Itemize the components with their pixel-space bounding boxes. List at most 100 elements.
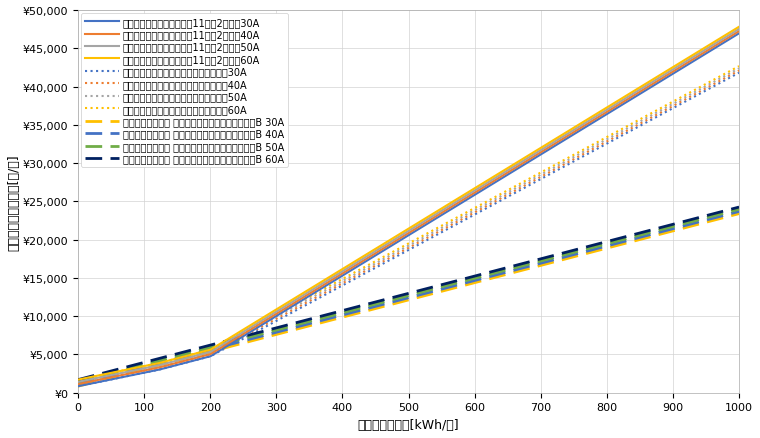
新日本エネルギー 新ネクストバリュープラン電灯B 40A: [503, 269, 512, 275]
Line: エネとくシーズンプラン（11月～2月）　50A: エネとくシーズンプラン（11月～2月） 50A: [78, 30, 739, 382]
エネとくシーズンプラン（左記以外）　40A: [470, 210, 479, 215]
エネとくシーズンプラン（左記以外）　60A: [74, 377, 83, 382]
Line: エネとくシーズンプラン（11月～2月）　30A: エネとくシーズンプラン（11月～2月） 30A: [78, 34, 739, 386]
エネとくシーズンプラン（左記以外）　40A: [503, 192, 512, 198]
エネとくシーズンプラン（左記以外）　60A: [617, 127, 626, 133]
Legend: エネとくシーズンプラン（11月～2月）　30A, エネとくシーズンプラン（11月～2月）　40A, エネとくシーズンプラン（11月～2月）　50A, エネとくシ: エネとくシーズンプラン（11月～2月） 30A, エネとくシーズンプラン（11月…: [81, 14, 288, 168]
エネとくシーズンプラン（11月～2月）　60A: [734, 25, 743, 30]
新日本エネルギー 新ネクストバリュープラン電灯B 50A: [503, 267, 512, 272]
新日本エネルギー 新ネクストバリュープラン電灯B 40A: [734, 209, 743, 215]
新日本エネルギー 新ネクストバリュープラン電灯B 40A: [194, 350, 203, 356]
エネとくシーズンプラン（11月～2月）　30A: [734, 32, 743, 37]
エネとくシーズンプラン（11月～2月）　30A: [617, 103, 626, 109]
エネとくシーズンプラン（左記以外）　30A: [74, 384, 83, 389]
エネとくシーズンプラン（11月～2月）　40A: [326, 279, 335, 284]
エネとくシーズンプラン（左記以外）　40A: [194, 355, 203, 360]
エネとくシーズンプラン（左記以外）　30A: [194, 357, 203, 362]
Line: エネとくシーズンプラン（左記以外）　60A: エネとくシーズンプラン（左記以外） 60A: [78, 67, 739, 380]
エネとくシーズンプラン（左記以外）　50A: [567, 156, 576, 162]
Line: エネとくシーズンプラン（11月～2月）　40A: エネとくシーズンプラン（11月～2月） 40A: [78, 32, 739, 384]
新日本エネルギー 新ネクストバリュープラン電灯B 40A: [567, 253, 576, 258]
Line: エネとくシーズンプラン（11月～2月）　60A: エネとくシーズンプラン（11月～2月） 60A: [78, 28, 739, 380]
エネとくシーズンプラン（左記以外）　50A: [470, 208, 479, 213]
エネとくシーズンプラン（11月～2月）　40A: [194, 355, 203, 360]
エネとくシーズンプラン（11月～2月）　60A: [470, 186, 479, 191]
新日本エネルギー 新ネクストバリュープラン電灯B 60A: [617, 236, 626, 241]
新日本エネルギー 新ネクストバリュープラン電灯B 30A: [734, 212, 743, 217]
新日本エネルギー 新ネクストバリュープラン電灯B 60A: [503, 265, 512, 270]
エネとくシーズンプラン（左記以外）　50A: [326, 285, 335, 290]
Line: 新日本エネルギー 新ネクストバリュープラン電灯B 60A: 新日本エネルギー 新ネクストバリュープラン電灯B 60A: [78, 208, 739, 380]
エネとくシーズンプラン（左記以外）　60A: [194, 350, 203, 356]
エネとくシーズンプラン（左記以外）　60A: [326, 283, 335, 288]
新日本エネルギー 新ネクストバリュープラン電灯B 40A: [74, 381, 83, 387]
エネとくシーズンプラン（左記以外）　30A: [734, 71, 743, 76]
エネとくシーズンプラン（11月～2月）　60A: [503, 166, 512, 171]
エネとくシーズンプラン（11月～2月）　40A: [567, 132, 576, 137]
エネとくシーズンプラン（左記以外）　40A: [617, 132, 626, 137]
Line: 新日本エネルギー 新ネクストバリュープラン電灯B 50A: 新日本エネルギー 新ネクストバリュープラン電灯B 50A: [78, 210, 739, 382]
エネとくシーズンプラン（11月～2月）　30A: [470, 193, 479, 198]
エネとくシーズンプラン（左記以外）　60A: [567, 154, 576, 159]
エネとくシーズンプラン（11月～2月）　50A: [734, 27, 743, 32]
エネとくシーズンプラン（左記以外）　50A: [617, 130, 626, 135]
エネとくシーズンプラン（左記以外）　30A: [617, 134, 626, 139]
エネとくシーズンプラン（左記以外）　40A: [326, 287, 335, 293]
エネとくシーズンプラン（11月～2月）　60A: [567, 127, 576, 133]
エネとくシーズンプラン（左記以外）　30A: [567, 161, 576, 166]
エネとくシーズンプラン（11月～2月）　50A: [470, 188, 479, 194]
新日本エネルギー 新ネクストバリュープラン電灯B 60A: [194, 346, 203, 351]
エネとくシーズンプラン（左記以外）　40A: [567, 159, 576, 164]
新日本エネルギー 新ネクストバリュープラン電灯B 50A: [74, 379, 83, 385]
Line: 新日本エネルギー 新ネクストバリュープラン電灯B 40A: 新日本エネルギー 新ネクストバリュープラン電灯B 40A: [78, 212, 739, 384]
新日本エネルギー 新ネクストバリュープラン電灯B 50A: [734, 207, 743, 212]
新日本エネルギー 新ネクストバリュープラン電灯B 30A: [74, 384, 83, 389]
新日本エネルギー 新ネクストバリュープラン電灯B 40A: [326, 316, 335, 321]
新日本エネルギー 新ネクストバリュープラン電灯B 40A: [470, 278, 479, 283]
新日本エネルギー 新ネクストバリュープラン電灯B 60A: [74, 377, 83, 382]
X-axis label: 月間電力使用量[kWh/月]: 月間電力使用量[kWh/月]: [358, 418, 459, 431]
新日本エネルギー 新ネクストバリュープラン電灯B 30A: [194, 353, 203, 358]
エネとくシーズンプラン（11月～2月）　60A: [194, 350, 203, 356]
新日本エネルギー 新ネクストバリュープラン電灯B 50A: [567, 251, 576, 256]
新日本エネルギー 新ネクストバリュープラン電灯B 30A: [326, 318, 335, 323]
エネとくシーズンプラン（左記以外）　50A: [74, 379, 83, 385]
新日本エネルギー 新ネクストバリュープラン電灯B 50A: [617, 238, 626, 243]
新日本エネルギー 新ネクストバリュープラン電灯B 30A: [567, 255, 576, 261]
エネとくシーズンプラン（11月～2月）　50A: [326, 276, 335, 282]
エネとくシーズンプラン（左記以外）　50A: [734, 67, 743, 72]
エネとくシーズンプラン（11月～2月）　50A: [194, 353, 203, 358]
エネとくシーズンプラン（11月～2月）　30A: [326, 281, 335, 286]
Line: エネとくシーズンプラン（左記以外）　50A: エネとくシーズンプラン（左記以外） 50A: [78, 69, 739, 382]
新日本エネルギー 新ネクストバリュープラン電灯B 40A: [617, 240, 626, 245]
エネとくシーズンプラン（11月～2月）　50A: [617, 99, 626, 104]
エネとくシーズンプラン（左記以外）　30A: [470, 212, 479, 218]
エネとくシーズンプラン（11月～2月）　60A: [326, 274, 335, 279]
エネとくシーズンプラン（左記以外）　40A: [734, 69, 743, 74]
エネとくシーズンプラン（左記以外）　60A: [734, 64, 743, 70]
Line: エネとくシーズンプラン（左記以外）　30A: エネとくシーズンプラン（左記以外） 30A: [78, 74, 739, 386]
新日本エネルギー 新ネクストバリュープラン電灯B 30A: [617, 242, 626, 247]
エネとくシーズンプラン（11月～2月）　50A: [503, 168, 512, 173]
新日本エネルギー 新ネクストバリュープラン電灯B 30A: [503, 272, 512, 277]
新日本エネルギー 新ネクストバリュープラン電灯B 50A: [470, 276, 479, 281]
エネとくシーズンプラン（11月～2月）　40A: [734, 29, 743, 35]
エネとくシーズンプラン（11月～2月）　60A: [617, 97, 626, 102]
エネとくシーズンプラン（11月～2月）　30A: [503, 173, 512, 178]
新日本エネルギー 新ネクストバリュープラン電灯B 30A: [470, 280, 479, 286]
Y-axis label: 月毎電気料金請求額[円/月]: 月毎電気料金請求額[円/月]: [7, 154, 20, 250]
新日本エネルギー 新ネクストバリュープラン電灯B 60A: [734, 205, 743, 210]
エネとくシーズンプラン（左記以外）　50A: [194, 353, 203, 358]
エネとくシーズンプラン（11月～2月）　30A: [567, 134, 576, 139]
エネとくシーズンプラン（11月～2月）　40A: [617, 101, 626, 106]
新日本エネルギー 新ネクストバリュープラン電灯B 50A: [326, 314, 335, 319]
エネとくシーズンプラン（左記以外）　30A: [503, 194, 512, 200]
エネとくシーズンプラン（11月～2月）　30A: [74, 384, 83, 389]
エネとくシーズンプラン（11月～2月）　40A: [503, 170, 512, 176]
エネとくシーズンプラン（11月～2月）　50A: [74, 379, 83, 385]
新日本エネルギー 新ネクストバリュープラン電灯B 60A: [470, 274, 479, 279]
エネとくシーズンプラン（左記以外）　60A: [470, 206, 479, 211]
エネとくシーズンプラン（11月～2月）　50A: [567, 130, 576, 135]
新日本エネルギー 新ネクストバリュープラン電灯B 50A: [194, 348, 203, 353]
エネとくシーズンプラン（11月～2月）　60A: [74, 377, 83, 382]
